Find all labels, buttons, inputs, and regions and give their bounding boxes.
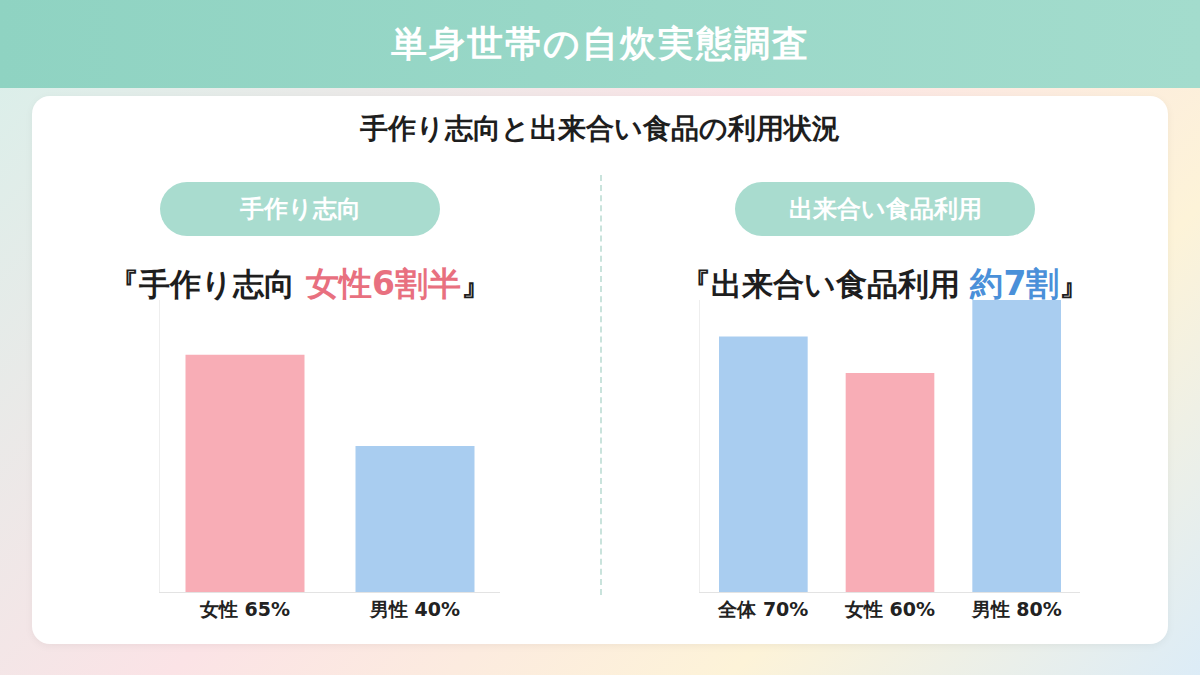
html-text:『手作り志向女性6割半』: 『手作り志向女性6割半』 — [108, 264, 492, 303]
svg-text:全体 70%: 全体 70% — [717, 598, 808, 620]
svg-text:女性 60%: 女性 60% — [844, 598, 935, 620]
html-text:出来合い食品利用: 出来合い食品利用 — [788, 195, 982, 223]
svg-text:男性 40%: 男性 40% — [369, 598, 460, 620]
svg-text:男性 80%: 男性 80% — [971, 598, 1062, 620]
html-text:『出来合い食品利用約7割』: 『出来合い食品利用約7割』 — [679, 264, 1091, 303]
svg-text:女性 65%: 女性 65% — [199, 598, 290, 620]
html-text:手作り志向: 手作り志向 — [239, 195, 361, 223]
html-text:手作り志向と出来合い食品の利用状況: 手作り志向と出来合い食品の利用状況 — [360, 112, 840, 145]
html-text:単身世帯の自炊実態調査: 単身世帯の自炊実態調査 — [390, 22, 810, 64]
